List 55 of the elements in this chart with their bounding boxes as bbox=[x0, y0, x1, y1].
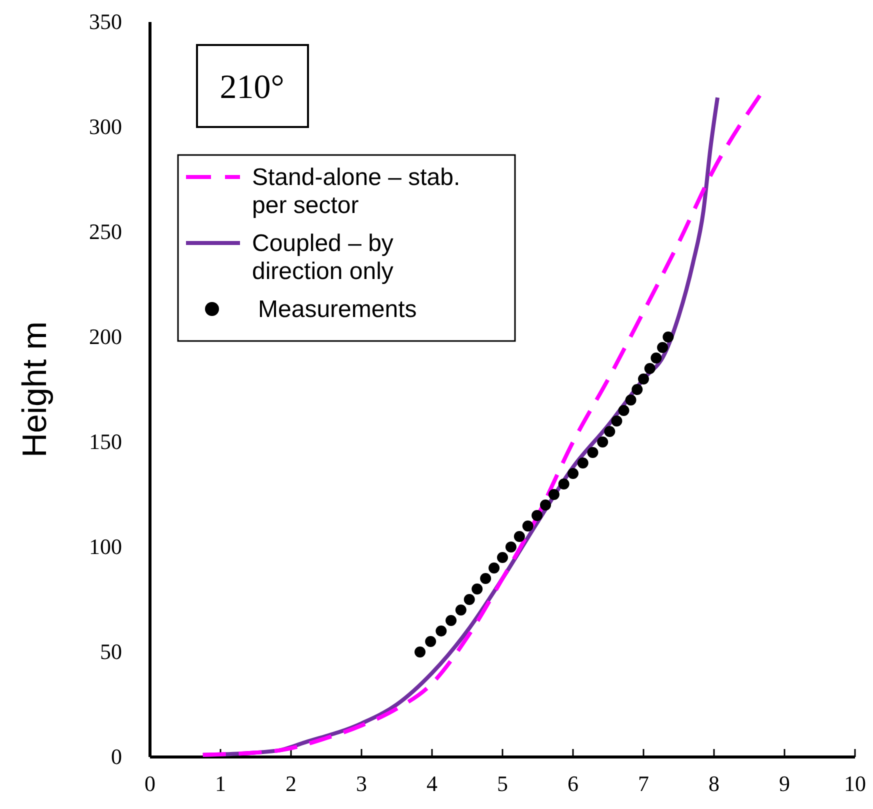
x-tick-label: 9 bbox=[779, 771, 790, 796]
point bbox=[558, 478, 570, 490]
y-tick-label: 100 bbox=[89, 534, 122, 559]
point bbox=[446, 615, 457, 626]
x-tick-label: 0 bbox=[144, 771, 156, 796]
point bbox=[522, 520, 534, 532]
legend-label: Coupled – by direction only bbox=[252, 230, 394, 285]
x-tick-label: 2 bbox=[286, 771, 296, 796]
y-tick-label: 50 bbox=[100, 639, 122, 664]
point bbox=[597, 436, 608, 448]
point bbox=[480, 573, 492, 584]
legend-label: Stand-alone – stab. per sector bbox=[252, 164, 460, 219]
point bbox=[632, 384, 643, 395]
x-tick-label: 4 bbox=[426, 771, 438, 796]
point bbox=[577, 458, 588, 468]
point bbox=[425, 636, 436, 647]
x-tick-label: 6 bbox=[568, 771, 578, 796]
y-axis-title: Height m bbox=[16, 321, 54, 458]
point bbox=[540, 500, 552, 510]
point bbox=[644, 363, 656, 374]
y-tick-label: 200 bbox=[89, 324, 122, 349]
x-tick-label: 10 bbox=[844, 771, 866, 796]
point bbox=[472, 584, 483, 594]
point bbox=[514, 531, 525, 542]
y-tick-label: 350 bbox=[89, 9, 122, 34]
x-tick-label: 7 bbox=[638, 771, 649, 796]
y-tick-label: 250 bbox=[89, 219, 122, 244]
point bbox=[488, 562, 500, 574]
x-tick-label: 1 bbox=[215, 771, 226, 796]
point bbox=[414, 646, 426, 658]
point bbox=[464, 594, 475, 605]
point bbox=[587, 447, 598, 458]
annotation: 210° bbox=[220, 69, 284, 106]
point bbox=[611, 416, 622, 426]
y-tick-label: 0 bbox=[111, 744, 122, 769]
point bbox=[497, 552, 508, 563]
point bbox=[657, 342, 668, 353]
point bbox=[548, 489, 560, 500]
x-tick-label: 3 bbox=[356, 771, 367, 796]
x-tick-label: 8 bbox=[708, 771, 720, 796]
legend-label: Measurements bbox=[258, 296, 417, 323]
point bbox=[568, 468, 578, 479]
y-tick-label: 150 bbox=[89, 429, 122, 454]
x-tick-label: 5 bbox=[497, 771, 508, 796]
point bbox=[625, 394, 636, 406]
point bbox=[638, 374, 649, 384]
point bbox=[505, 542, 516, 552]
point bbox=[532, 510, 543, 521]
point bbox=[436, 626, 447, 636]
point bbox=[604, 426, 616, 437]
point bbox=[618, 405, 630, 416]
point bbox=[650, 352, 662, 364]
point bbox=[662, 332, 674, 342]
point bbox=[455, 604, 466, 616]
y-tick-label: 300 bbox=[89, 114, 122, 139]
